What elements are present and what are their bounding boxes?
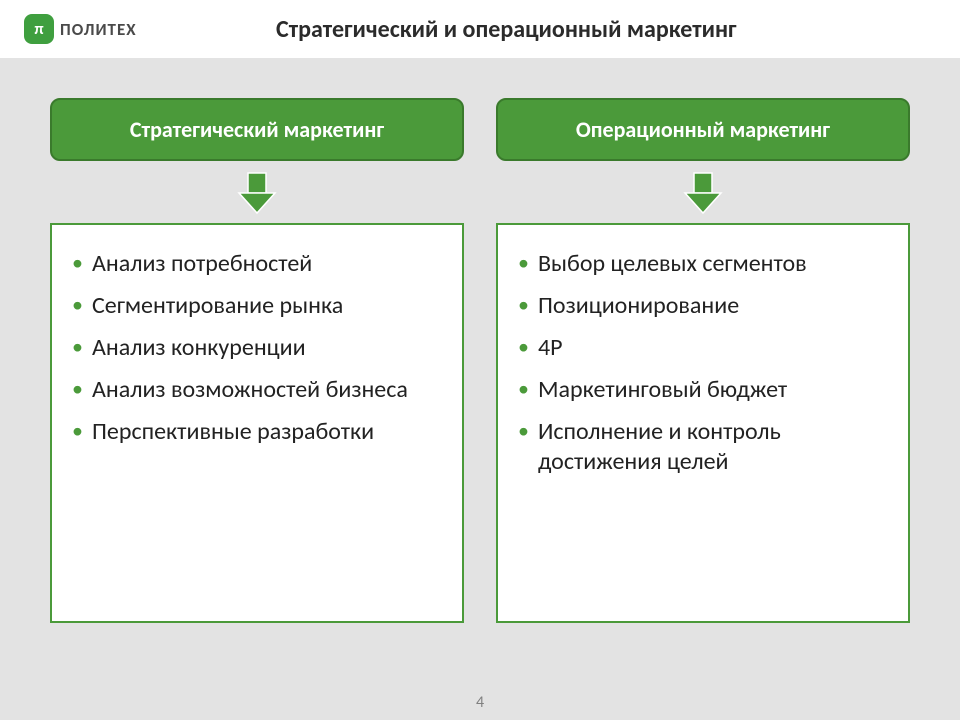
slide-header: π ПОЛИТЕХ Стратегический и операционный … bbox=[0, 0, 960, 58]
list-item: Анализ возможностей бизнеса bbox=[62, 369, 448, 411]
list-item: Исполнение и контроль достижения целей bbox=[508, 411, 894, 483]
right-column: Операционный маркетинг Выбор целевых сег… bbox=[496, 84, 910, 623]
arrow-shape bbox=[685, 173, 721, 213]
content-area: Стратегический маркетинг Анализ потребно… bbox=[0, 74, 960, 623]
logo-mark-icon: π bbox=[24, 14, 54, 44]
list-item: Сегментирование рынка bbox=[62, 285, 448, 327]
list-item: Анализ потребностей bbox=[62, 243, 448, 285]
list-item: Перспективные разработки bbox=[62, 411, 448, 453]
right-list: Выбор целевых сегментов Позиционирование… bbox=[508, 243, 894, 483]
list-item: Маркетинговый бюджет bbox=[508, 369, 894, 411]
list-item: 4Р bbox=[508, 327, 894, 369]
right-column-header: Операционный маркетинг bbox=[496, 98, 910, 161]
page-number: 4 bbox=[0, 693, 960, 712]
two-columns: Стратегический маркетинг Анализ потребно… bbox=[50, 84, 910, 623]
arrow-down-icon bbox=[681, 171, 725, 215]
divider-band bbox=[0, 58, 960, 74]
logo-text: ПОЛИТЕХ bbox=[60, 19, 137, 40]
page-title: Стратегический и операционный маркетинг bbox=[177, 15, 936, 44]
list-item: Анализ конкуренции bbox=[62, 327, 448, 369]
left-column: Стратегический маркетинг Анализ потребно… bbox=[50, 84, 464, 623]
logo: π ПОЛИТЕХ bbox=[24, 14, 137, 44]
list-item: Позиционирование bbox=[508, 285, 894, 327]
right-list-box: Выбор целевых сегментов Позиционирование… bbox=[496, 223, 910, 623]
left-list-box: Анализ потребностей Сегментирование рынк… bbox=[50, 223, 464, 623]
left-list: Анализ потребностей Сегментирование рынк… bbox=[62, 243, 448, 453]
arrow-shape bbox=[239, 173, 275, 213]
arrow-down-icon bbox=[235, 171, 279, 215]
left-column-header: Стратегический маркетинг bbox=[50, 98, 464, 161]
list-item: Выбор целевых сегментов bbox=[508, 243, 894, 285]
